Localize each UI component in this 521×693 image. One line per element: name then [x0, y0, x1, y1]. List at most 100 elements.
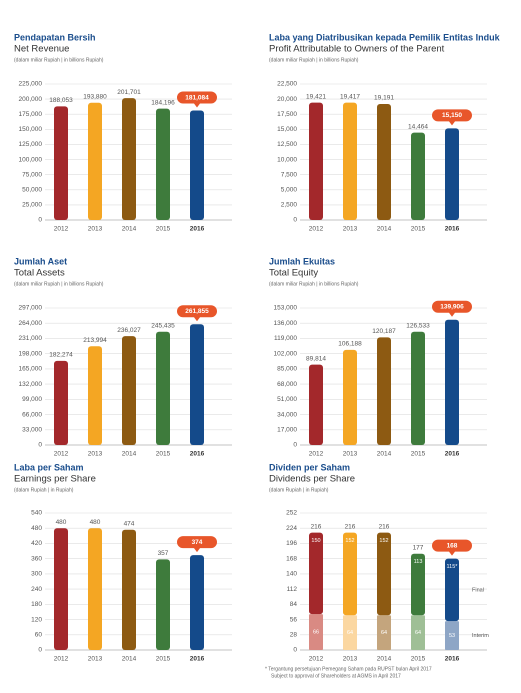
segment-label: 150: [311, 538, 320, 544]
x-tick-label: 2013: [343, 451, 358, 458]
value-label: 168: [447, 542, 458, 549]
x-tick-label: 2013: [343, 226, 358, 233]
y-tick-label: 165,000: [19, 366, 43, 373]
y-tick-label: 300: [31, 571, 42, 578]
x-tick-label: 2016: [190, 451, 205, 458]
value-label: 480: [90, 519, 101, 526]
legend-label: Interim: [472, 633, 489, 639]
chart-subtitle: Total Equity: [269, 268, 318, 279]
x-tick-label: 2012: [309, 226, 324, 233]
y-tick-label: 68,000: [277, 381, 297, 388]
y-tick-label: 136,000: [274, 320, 298, 327]
bar: [343, 349, 357, 445]
value-label: 474: [124, 520, 135, 527]
y-tick-label: 0: [38, 442, 42, 449]
x-tick-label: 2016: [190, 656, 205, 663]
legend-label: Final: [472, 587, 484, 593]
chart-title: Laba per Saham: [14, 462, 84, 472]
x-tick-label: 2016: [445, 226, 460, 233]
y-tick-label: 102,000: [274, 350, 298, 357]
y-tick-label: 33,000: [22, 426, 42, 433]
unit-note: (dalam miliar Rupiah | in billions Rupia…: [14, 57, 104, 63]
y-tick-label: 180: [31, 601, 42, 608]
x-tick-label: 2016: [445, 451, 460, 458]
y-tick-label: 22,500: [277, 81, 297, 88]
y-tick-label: 132,000: [19, 381, 43, 388]
y-tick-label: 17,500: [277, 111, 297, 118]
y-tick-label: 0: [293, 217, 297, 224]
bar: [54, 528, 68, 650]
highlight-bubble: [432, 109, 473, 126]
x-tick-label: 2012: [54, 226, 69, 233]
bar: [377, 337, 391, 445]
bar: [54, 360, 68, 445]
x-tick-label: 2014: [122, 656, 137, 663]
y-tick-label: 60: [35, 631, 43, 638]
chart-title: Jumlah Aset: [14, 256, 67, 266]
segment-label: 64: [381, 630, 387, 636]
bar: [411, 132, 425, 220]
y-tick-label: 10,000: [277, 156, 297, 163]
bar: [377, 104, 391, 220]
highlight-bubble: [177, 536, 217, 553]
bar: [156, 559, 170, 650]
bar-segment: [309, 614, 323, 650]
segment-label: 115*: [447, 564, 459, 570]
y-tick-label: 84: [290, 601, 298, 608]
y-tick-label: 119,000: [274, 335, 297, 342]
bar-segment: [445, 621, 459, 650]
bar-segment: [309, 532, 323, 615]
bar: [122, 336, 136, 445]
x-tick-label: 2013: [88, 451, 103, 458]
y-tick-label: 240: [31, 586, 42, 593]
chart-title: Dividen per Saham: [269, 462, 350, 472]
x-tick-label: 2015: [156, 451, 171, 458]
value-label: 188,053: [49, 97, 73, 104]
bar: [54, 106, 68, 220]
footnote: * Tergantung persetujuan Pemegang Saham …: [265, 666, 432, 672]
chart-subtitle: Profit Attributable to Owners of the Par…: [269, 44, 445, 55]
bar: [411, 331, 425, 445]
y-tick-label: 120: [31, 616, 42, 623]
segment-label: 152: [345, 538, 354, 544]
x-tick-label: 2012: [54, 656, 69, 663]
bar: [122, 98, 136, 220]
y-tick-label: 112: [287, 586, 298, 593]
y-tick-label: 196: [286, 540, 297, 547]
y-tick-label: 198,000: [19, 350, 43, 357]
footnote: Subject to approval of Shareholders at A…: [271, 673, 401, 679]
y-tick-label: 231,000: [19, 335, 43, 342]
bar: [88, 528, 102, 650]
highlight-bubble: [177, 91, 217, 108]
x-tick-label: 2013: [343, 656, 358, 663]
bar: [190, 555, 204, 650]
y-tick-label: 420: [31, 540, 42, 547]
y-tick-label: 15,000: [277, 126, 297, 133]
bar-segment: [445, 558, 459, 622]
value-label: 193,880: [83, 94, 107, 101]
value-label: 245,435: [151, 323, 175, 330]
y-tick-label: 360: [31, 555, 42, 562]
y-tick-label: 7,500: [281, 171, 298, 178]
segment-label: 66: [313, 630, 319, 636]
y-tick-label: 85,000: [277, 366, 297, 373]
value-label: 182,274: [49, 352, 73, 359]
x-tick-label: 2014: [377, 656, 392, 663]
y-tick-label: 99,000: [22, 396, 42, 403]
total-label: 216: [311, 523, 322, 530]
y-tick-label: 20,000: [277, 96, 297, 103]
x-tick-label: 2014: [377, 226, 392, 233]
chart-subtitle: Total Assets: [14, 268, 65, 279]
y-tick-label: 51,000: [277, 396, 297, 403]
bar: [156, 331, 170, 445]
value-label: 126,533: [406, 322, 430, 329]
value-label: 213,994: [83, 337, 107, 344]
y-tick-label: 150,000: [19, 126, 43, 133]
y-tick-label: 0: [38, 647, 42, 654]
chart-title: Jumlah Ekuitas: [269, 256, 335, 266]
value-label: 89,814: [306, 355, 326, 362]
segment-label: 64: [415, 630, 421, 636]
x-tick-label: 2016: [190, 226, 205, 233]
value-label: 14,464: [408, 123, 428, 130]
